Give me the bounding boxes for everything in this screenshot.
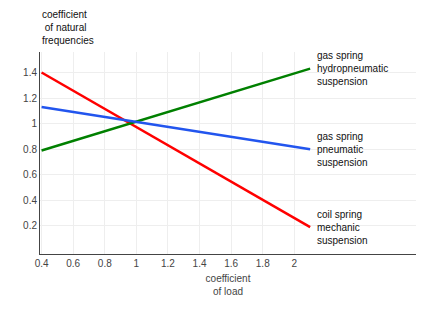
svg-text:1.2: 1.2 (161, 258, 175, 269)
svg-text:gas springhydropneumaticsuspen: gas springhydropneumaticsuspension (317, 50, 388, 87)
svg-text:0.6: 0.6 (66, 258, 80, 269)
svg-text:1: 1 (134, 258, 140, 269)
svg-text:0.4: 0.4 (23, 195, 37, 206)
svg-text:1.6: 1.6 (224, 258, 238, 269)
svg-text:1.4: 1.4 (193, 258, 207, 269)
svg-text:coefficient of naturalfrequenc: coefficient of naturalfrequencies (42, 9, 94, 46)
svg-text:0.8: 0.8 (23, 144, 37, 155)
svg-text:gas springpneumaticsuspension: gas springpneumaticsuspension (317, 131, 368, 168)
svg-text:0.4: 0.4 (35, 258, 49, 269)
svg-text:0.2: 0.2 (23, 220, 37, 231)
svg-text:2: 2 (292, 258, 298, 269)
svg-text:1: 1 (31, 118, 37, 129)
svg-text:1.4: 1.4 (23, 67, 37, 78)
svg-text:coil springmechanicsuspension: coil springmechanicsuspension (317, 209, 368, 246)
svg-text:0.8: 0.8 (98, 258, 112, 269)
svg-text:coefficientof load: coefficientof load (206, 273, 251, 297)
svg-text:1.2: 1.2 (23, 93, 37, 104)
svg-text:0.6: 0.6 (23, 169, 37, 180)
svg-text:1.8: 1.8 (256, 258, 270, 269)
